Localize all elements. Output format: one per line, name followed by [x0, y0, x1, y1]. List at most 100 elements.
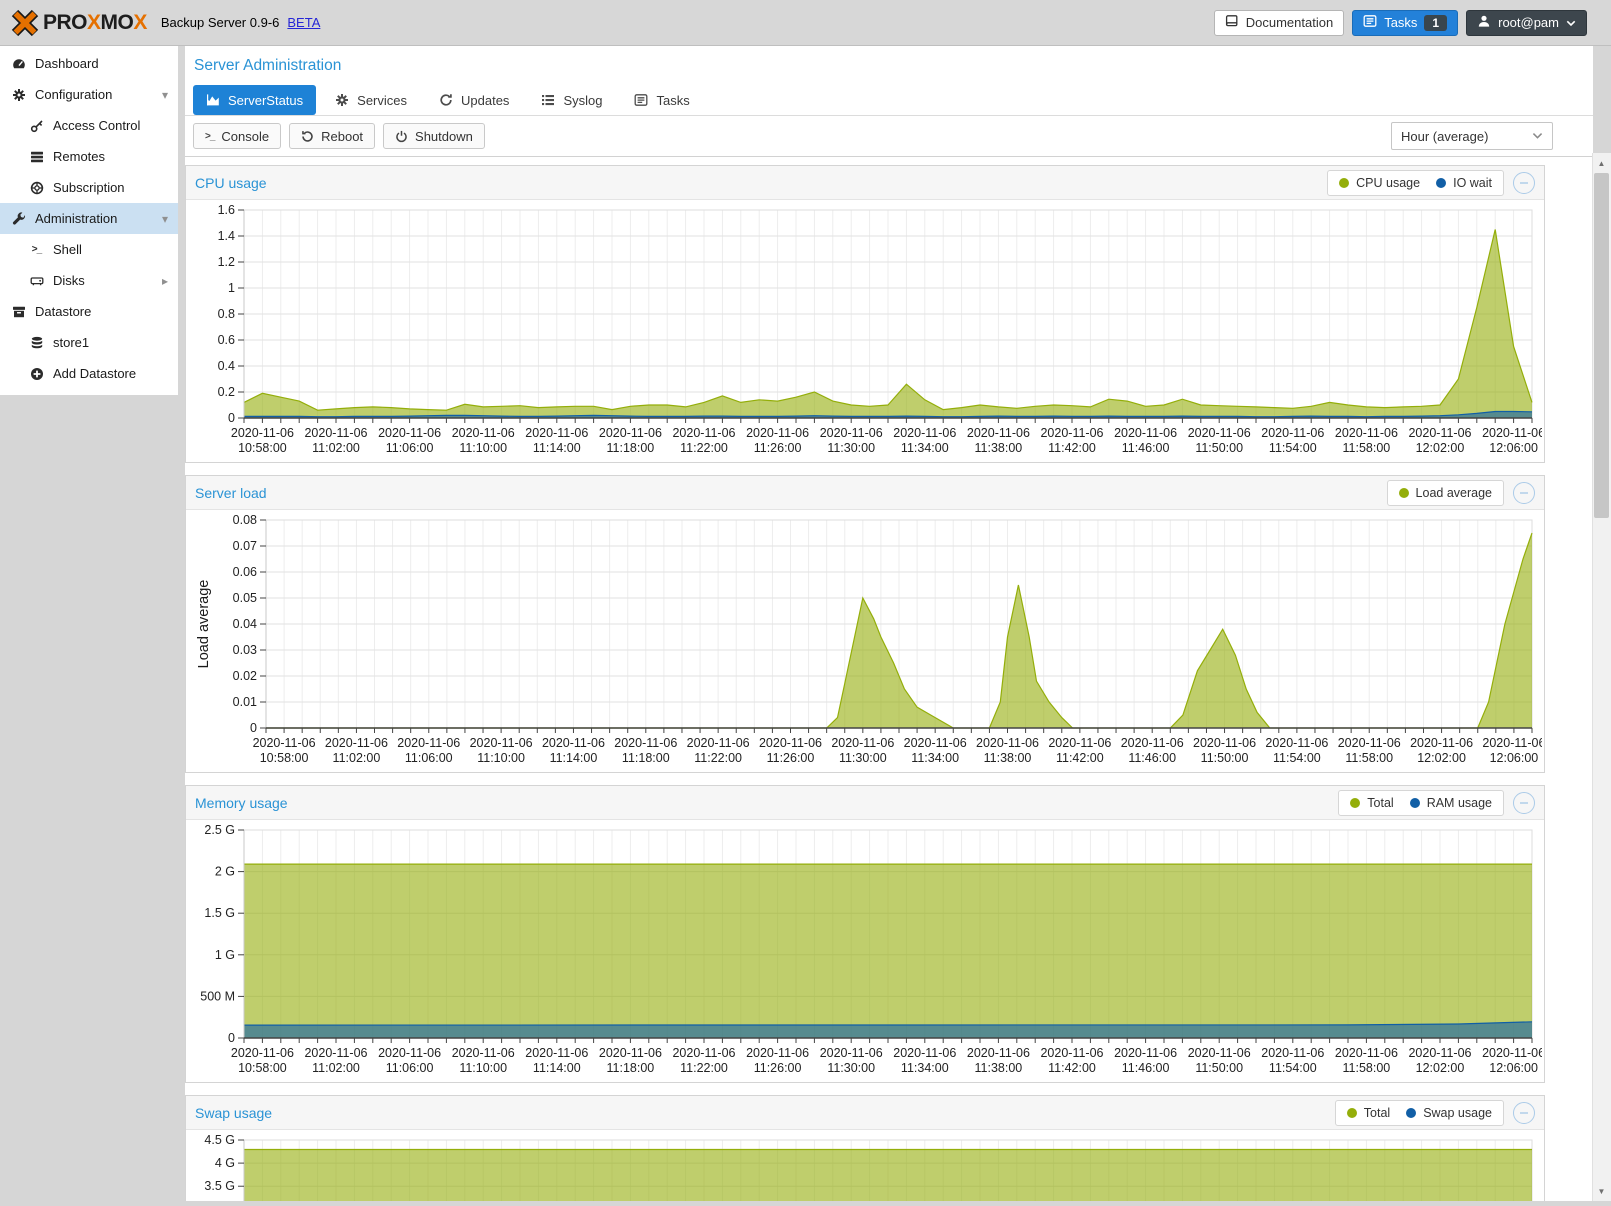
collapse-panel-button[interactable] — [1513, 172, 1535, 194]
svg-text:2.5 G: 2.5 G — [204, 823, 235, 837]
svg-text:1.6: 1.6 — [218, 203, 235, 217]
legend-label: IO wait — [1453, 176, 1492, 190]
collapse-panel-button[interactable] — [1513, 1102, 1535, 1124]
legend-label: Swap usage — [1423, 1106, 1492, 1120]
svg-text:11:14:00: 11:14:00 — [533, 441, 581, 455]
bottom-edge — [0, 1201, 1611, 1206]
content-header: Server Administration ServerStatusServic… — [185, 46, 1593, 157]
tab-services[interactable]: Services — [322, 85, 420, 115]
tab-syslog[interactable]: Syslog — [528, 85, 615, 115]
timeframe-select[interactable]: Hour (average) — [1391, 122, 1553, 150]
legend-label: Total — [1367, 796, 1393, 810]
legend-item-load-average[interactable]: Load average — [1399, 486, 1492, 500]
svg-text:2020-11-06: 2020-11-06 — [1335, 426, 1398, 440]
cpu-usage-chart: 00.20.40.60.811.21.41.62020-11-0610:58:0… — [186, 200, 1544, 462]
swap-usage-panel: Swap usage Total Swap usage 0500 M1 G1.5 … — [185, 1095, 1545, 1201]
sidebar-item-shell[interactable]: >_Shell — [0, 234, 178, 265]
svg-text:1.4: 1.4 — [218, 229, 235, 243]
tasks-button[interactable]: Tasks 1 — [1352, 10, 1458, 36]
user-menu-button[interactable]: root@pam — [1466, 10, 1587, 36]
svg-text:2020-11-06: 2020-11-06 — [893, 1046, 956, 1060]
sidebar-item-store1[interactable]: store1 — [0, 327, 178, 358]
svg-text:11:34:00: 11:34:00 — [911, 751, 959, 765]
svg-text:11:06:00: 11:06:00 — [405, 751, 453, 765]
caret-down-icon: ▾ — [162, 212, 168, 226]
svg-text:2020-11-06: 2020-11-06 — [1188, 1046, 1251, 1060]
svg-text:0.04: 0.04 — [233, 617, 257, 631]
proxmox-x-logo-icon — [10, 8, 40, 38]
terminal-icon: >_ — [205, 131, 214, 142]
legend-item-total[interactable]: Total — [1350, 796, 1393, 810]
svg-text:11:18:00: 11:18:00 — [607, 1061, 655, 1075]
top-header-bar: PROXMOX Backup Server 0.9-6 BETA Documen… — [0, 0, 1611, 46]
shutdown-button[interactable]: Shutdown — [383, 123, 485, 149]
sidebar-item-remotes[interactable]: Remotes — [0, 141, 178, 172]
panel-title: Swap usage — [195, 1105, 272, 1121]
beta-link[interactable]: BETA — [287, 15, 320, 30]
chart-legend[interactable]: Load average — [1387, 480, 1504, 506]
legend-item-ram-usage[interactable]: RAM usage — [1410, 796, 1492, 810]
legend-item-swap-usage[interactable]: Swap usage — [1406, 1106, 1492, 1120]
svg-text:2020-11-06: 2020-11-06 — [1482, 736, 1542, 750]
scroll-up-arrow-icon[interactable]: ▲ — [1593, 155, 1610, 171]
svg-text:2020-11-06: 2020-11-06 — [325, 736, 388, 750]
tab-tasks[interactable]: Tasks — [621, 85, 702, 115]
tab-label: ServerStatus — [228, 93, 303, 108]
svg-text:2020-11-06: 2020-11-06 — [1261, 426, 1324, 440]
legend-dot-icon — [1350, 798, 1360, 808]
sidebar-item-dashboard[interactable]: Dashboard — [0, 48, 178, 79]
navigation-sidebar: Dashboard Configuration▾Access ControlRem… — [0, 46, 178, 1206]
caret-right-icon: ▸ — [162, 274, 168, 288]
tasks-icon — [634, 93, 648, 107]
legend-item-io-wait[interactable]: IO wait — [1436, 176, 1492, 190]
sidebar-item-access-control[interactable]: Access Control — [0, 110, 178, 141]
svg-text:1: 1 — [228, 281, 235, 295]
svg-text:11:06:00: 11:06:00 — [386, 441, 434, 455]
sidebar-item-add-datastore[interactable]: Add Datastore — [0, 358, 178, 389]
swap-usage-chart: 0500 M1 G1.5 G2 G2.5 G3 G3.5 G4 G4.5 G20… — [186, 1130, 1544, 1201]
chart-legend[interactable]: Total Swap usage — [1335, 1100, 1504, 1126]
legend-item-total[interactable]: Total — [1347, 1106, 1390, 1120]
svg-text:11:14:00: 11:14:00 — [550, 751, 598, 765]
collapse-panel-button[interactable] — [1513, 792, 1535, 814]
svg-text:2020-11-06: 2020-11-06 — [397, 736, 460, 750]
tab-serverstatus[interactable]: ServerStatus — [193, 85, 316, 115]
svg-text:2020-11-06: 2020-11-06 — [304, 426, 367, 440]
svg-text:2020-11-06: 2020-11-06 — [525, 1046, 588, 1060]
sidebar-item-administration[interactable]: Administration▾ — [0, 203, 178, 234]
svg-text:2020-11-06: 2020-11-06 — [253, 736, 316, 750]
legend-label: RAM usage — [1427, 796, 1492, 810]
svg-text:2020-11-06: 2020-11-06 — [470, 736, 533, 750]
sidebar-item-subscription[interactable]: Subscription — [0, 172, 178, 203]
sidebar-item-label: Dashboard — [35, 56, 99, 71]
svg-text:0.4: 0.4 — [218, 359, 235, 373]
svg-text:0.06: 0.06 — [233, 565, 257, 579]
svg-text:0.01: 0.01 — [233, 695, 257, 709]
shutdown-label: Shutdown — [415, 129, 473, 144]
collapse-panel-button[interactable] — [1513, 482, 1535, 504]
legend-item-cpu-usage[interactable]: CPU usage — [1339, 176, 1420, 190]
chart-legend[interactable]: Total RAM usage — [1338, 790, 1504, 816]
documentation-button[interactable]: Documentation — [1214, 10, 1344, 36]
vertical-scrollbar[interactable]: ▲ ▼ — [1592, 153, 1611, 1201]
scroll-down-arrow-icon[interactable]: ▼ — [1593, 1183, 1610, 1199]
console-button[interactable]: >_ Console — [193, 123, 281, 149]
sidebar-item-disks[interactable]: Disks▸ — [0, 265, 178, 296]
svg-text:2020-11-06: 2020-11-06 — [1188, 426, 1251, 440]
sidebar-item-configuration[interactable]: Configuration▾ — [0, 79, 178, 110]
sidebar-item-datastore[interactable]: Datastore — [0, 296, 178, 327]
tab-updates[interactable]: Updates — [426, 85, 522, 115]
svg-text:11:46:00: 11:46:00 — [1128, 751, 1176, 765]
sidebar-item-label: store1 — [53, 335, 89, 350]
legend-label: Load average — [1416, 486, 1492, 500]
scrollbar-thumb[interactable] — [1594, 173, 1609, 518]
svg-text:12:06:00: 12:06:00 — [1489, 441, 1538, 455]
svg-text:11:26:00: 11:26:00 — [754, 441, 802, 455]
svg-text:2020-11-06: 2020-11-06 — [1114, 1046, 1177, 1060]
chart-legend[interactable]: CPU usage IO wait — [1327, 170, 1504, 196]
reboot-button[interactable]: Reboot — [289, 123, 375, 149]
svg-text:11:58:00: 11:58:00 — [1343, 1061, 1391, 1075]
sidebar-item-label: Subscription — [53, 180, 125, 195]
svg-text:11:02:00: 11:02:00 — [312, 441, 360, 455]
svg-text:500 M: 500 M — [200, 989, 235, 1003]
